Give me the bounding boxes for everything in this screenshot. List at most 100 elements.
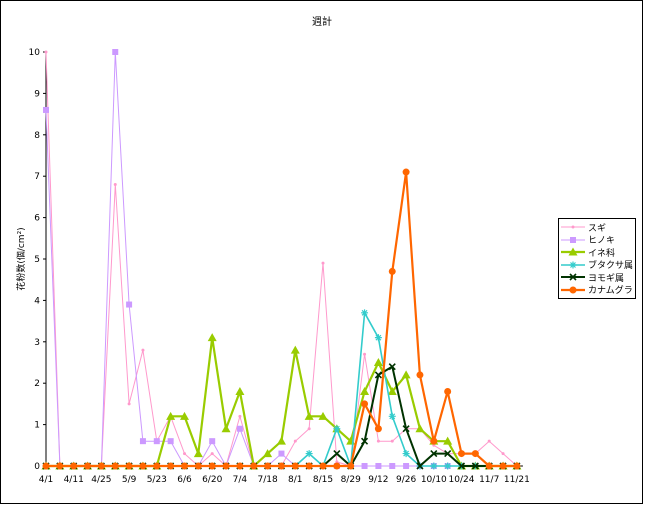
data-point xyxy=(167,438,174,445)
legend-label: ブタクサ属 xyxy=(588,261,634,272)
data-point xyxy=(221,424,231,433)
legend-label: スギ xyxy=(588,223,607,234)
data-point xyxy=(444,450,452,458)
data-point xyxy=(389,463,396,469)
data-point xyxy=(360,386,370,395)
data-point xyxy=(208,462,216,470)
data-point xyxy=(347,462,355,470)
data-point xyxy=(501,452,505,456)
x-tick-label: 7/18 xyxy=(257,475,277,485)
data-point xyxy=(307,427,311,431)
data-point xyxy=(113,182,117,186)
legend-swatch xyxy=(561,247,585,256)
data-point xyxy=(390,439,394,443)
data-point xyxy=(238,414,242,418)
x-tick-label: 7/4 xyxy=(233,475,248,485)
data-point xyxy=(415,424,425,433)
data-point xyxy=(444,462,452,470)
data-point xyxy=(141,348,145,352)
legend-swatch xyxy=(561,273,585,281)
chart-title: 週計 xyxy=(312,15,332,28)
data-point xyxy=(126,301,133,308)
data-point xyxy=(388,267,396,275)
data-point xyxy=(387,386,397,395)
legend-swatch xyxy=(561,225,585,229)
y-tick-label: 0 xyxy=(34,462,40,472)
data-point xyxy=(250,462,258,470)
data-point xyxy=(70,462,78,470)
data-point xyxy=(125,462,133,470)
data-point xyxy=(139,462,147,470)
data-point xyxy=(166,411,176,420)
series-line-1 xyxy=(45,51,517,467)
data-point xyxy=(499,462,507,470)
legend-marker xyxy=(569,273,577,281)
data-point xyxy=(207,333,217,342)
y-tick-label: 9 xyxy=(34,89,40,99)
x-tick-label: 11/7 xyxy=(479,475,499,485)
data-point xyxy=(305,450,313,458)
legend-marker xyxy=(569,261,577,269)
data-point xyxy=(388,363,396,371)
y-tick-label: 5 xyxy=(34,255,40,265)
data-point xyxy=(183,452,186,456)
data-point xyxy=(430,450,438,458)
x-tick-label: 9/26 xyxy=(396,475,416,485)
y-tick-label: 1 xyxy=(34,421,40,431)
data-point xyxy=(139,438,146,445)
data-point xyxy=(363,352,367,356)
data-point xyxy=(376,439,380,443)
data-point xyxy=(293,439,297,443)
data-point xyxy=(290,345,300,354)
data-point xyxy=(485,462,493,470)
x-tick-label: 4/1 xyxy=(39,475,53,485)
data-point xyxy=(375,463,382,469)
data-point xyxy=(153,462,161,470)
y-axis-label: 花粉数(個/cm²) xyxy=(15,227,27,290)
x-tick-label: 4/25 xyxy=(91,475,111,485)
x-tick-label: 8/29 xyxy=(341,475,361,485)
data-point xyxy=(276,436,286,445)
data-point xyxy=(127,402,131,406)
x-tick-label: 5/23 xyxy=(147,475,167,485)
legend-swatch xyxy=(561,236,585,243)
data-point xyxy=(235,386,245,395)
x-tick-label: 9/12 xyxy=(368,475,388,485)
data-point xyxy=(401,370,411,379)
legend-marker xyxy=(571,225,575,229)
legend-label: イネ科 xyxy=(588,248,616,259)
data-point xyxy=(304,411,314,420)
data-point xyxy=(333,425,341,433)
data-point xyxy=(374,371,382,379)
legend: スギ ヒノキ イネ科 ブタクサ属 ヨモギ属 カナムグラ xyxy=(558,218,636,299)
data-point xyxy=(458,450,465,458)
data-point xyxy=(264,462,272,470)
data-point xyxy=(181,462,188,470)
legend-item: イネ科 xyxy=(559,246,635,259)
legend-label: カナムグラ xyxy=(588,286,633,297)
data-point xyxy=(43,106,49,113)
data-point xyxy=(444,387,452,395)
legend-item: ブタクサ属 xyxy=(559,259,635,272)
legend-label: ヒノキ xyxy=(588,236,616,247)
data-point xyxy=(236,425,243,432)
y-tick-label: 6 xyxy=(34,214,40,224)
data-point xyxy=(373,358,383,366)
data-point xyxy=(209,438,216,445)
y-tick-label: 2 xyxy=(34,379,40,389)
data-point xyxy=(167,462,175,470)
data-point xyxy=(374,334,382,342)
data-point xyxy=(193,449,203,458)
data-point xyxy=(430,437,438,445)
data-point xyxy=(361,463,368,469)
legend-marker xyxy=(569,286,577,294)
y-tick-label: 10 xyxy=(29,48,41,58)
data-point xyxy=(97,462,105,470)
data-point xyxy=(487,439,491,443)
data-point xyxy=(112,49,119,55)
data-point xyxy=(361,400,369,408)
legend-item: カナムグラ xyxy=(559,284,635,297)
data-point xyxy=(111,462,119,470)
data-point xyxy=(319,462,327,470)
legend-swatch xyxy=(561,261,585,269)
